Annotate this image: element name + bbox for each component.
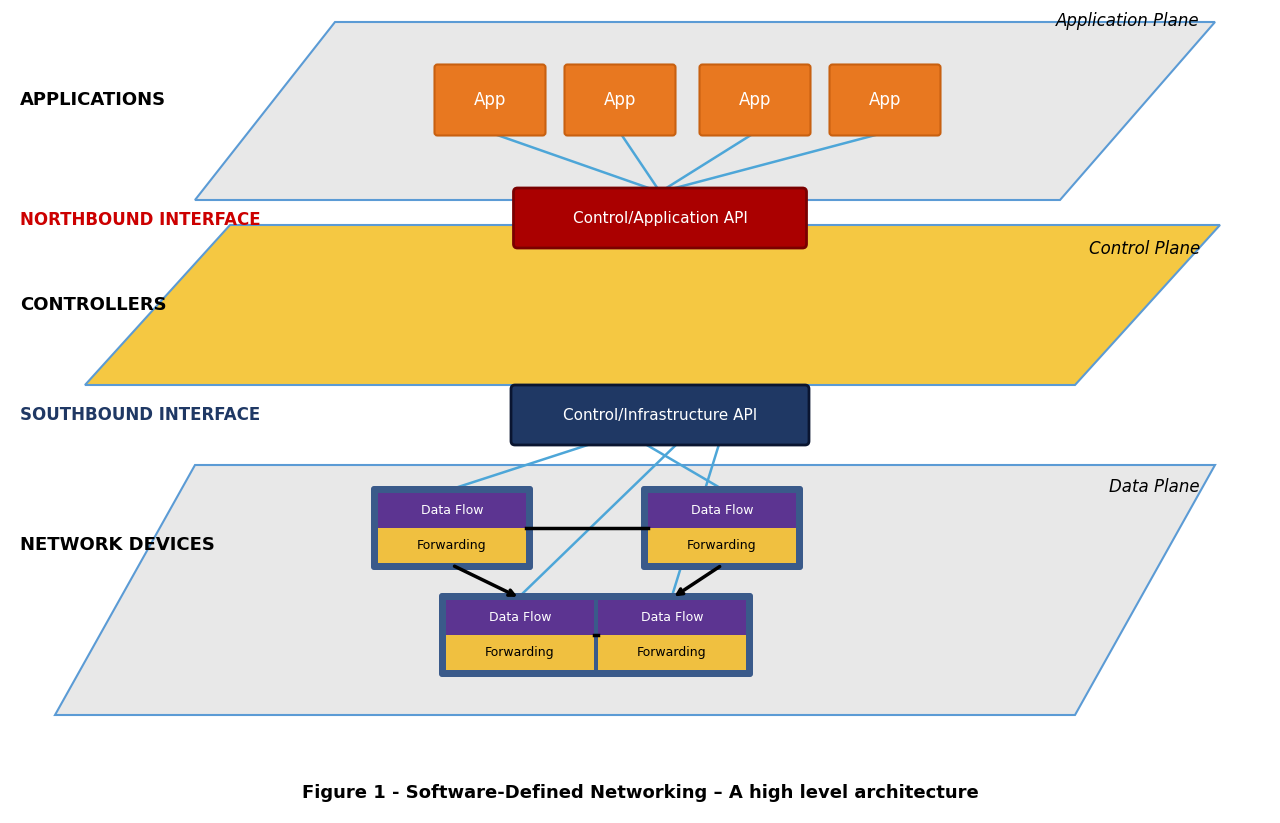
Polygon shape [84,225,1220,385]
Bar [378,528,526,563]
FancyBboxPatch shape [513,188,806,248]
FancyBboxPatch shape [439,593,602,677]
Bar [648,528,796,563]
FancyBboxPatch shape [434,64,545,136]
Text: Forwarding: Forwarding [417,539,486,552]
Text: NETWORK DEVICES: NETWORK DEVICES [20,536,215,554]
Polygon shape [55,465,1215,715]
Text: Control/Infrastructure API: Control/Infrastructure API [563,407,758,422]
Bar [445,635,594,670]
Bar [378,493,526,528]
Text: Figure 1 - Software-Defined Networking – A high level architecture: Figure 1 - Software-Defined Networking –… [302,784,978,802]
FancyBboxPatch shape [641,486,803,570]
Text: Data Flow: Data Flow [489,611,552,624]
Text: Data Flow: Data Flow [691,504,753,517]
Text: SOUTHBOUND INTERFACE: SOUTHBOUND INTERFACE [20,406,260,424]
FancyBboxPatch shape [591,593,753,677]
Text: Forwarding: Forwarding [485,646,554,659]
Text: Forwarding: Forwarding [687,539,756,552]
Bar [445,600,594,635]
Text: Application Plane: Application Plane [1056,12,1201,30]
FancyBboxPatch shape [699,64,810,136]
Text: Data Flow: Data Flow [421,504,484,517]
Text: Forwarding: Forwarding [637,646,707,659]
Text: Data Plane: Data Plane [1110,478,1201,496]
Bar [598,600,746,635]
Polygon shape [195,22,1215,200]
FancyBboxPatch shape [829,64,941,136]
Text: App: App [604,91,636,109]
Bar [598,635,746,670]
Text: NORTHBOUND INTERFACE: NORTHBOUND INTERFACE [20,211,261,229]
FancyBboxPatch shape [511,385,809,445]
Bar [648,493,796,528]
Text: App: App [869,91,901,109]
Text: App: App [739,91,771,109]
Text: Control/Application API: Control/Application API [572,211,748,226]
Text: App: App [474,91,506,109]
Text: APPLICATIONS: APPLICATIONS [20,91,166,109]
FancyBboxPatch shape [371,486,532,570]
Text: Control Plane: Control Plane [1089,240,1201,258]
FancyBboxPatch shape [564,64,676,136]
Text: CONTROLLERS: CONTROLLERS [20,296,166,314]
Text: Data Flow: Data Flow [641,611,703,624]
